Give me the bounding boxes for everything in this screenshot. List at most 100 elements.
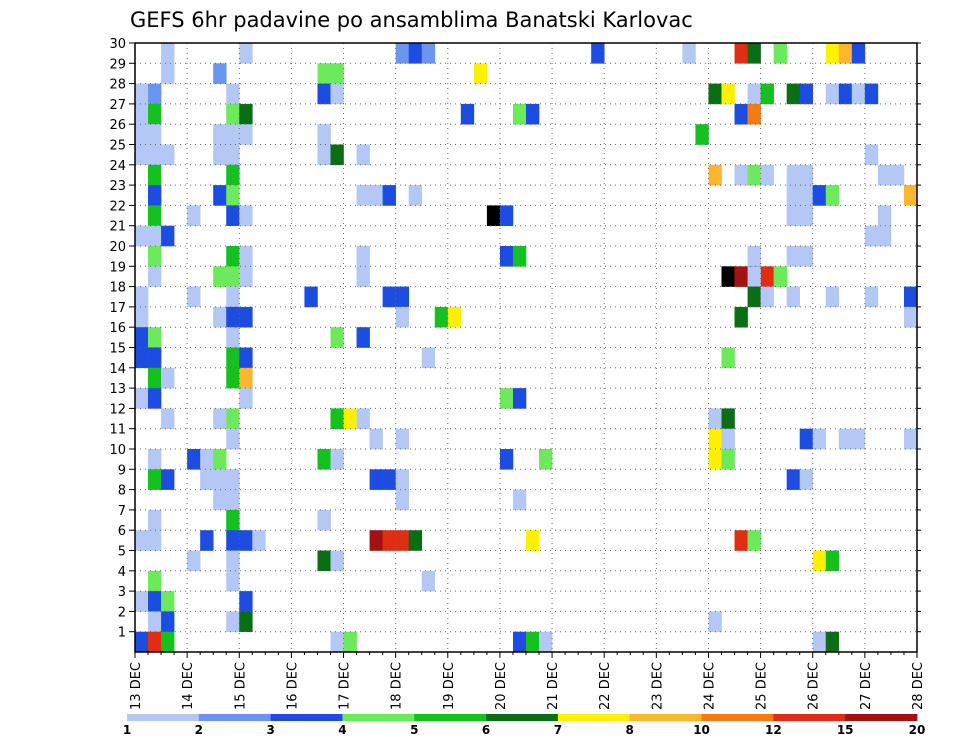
grid-lines [135,43,917,652]
colorbar-swatch [845,714,918,721]
heatmap-cell [148,124,162,145]
y-tick-label: 12 [109,402,126,417]
x-tick-label: 20 DEC [494,662,509,710]
heatmap-cell [330,449,344,470]
heatmap-cell [721,266,735,287]
y-tick-label: 15 [109,342,126,357]
heatmap-cell [773,266,787,287]
heatmap-cell [799,164,814,186]
heatmap-cell [213,63,227,84]
colorbar-swatch [557,714,631,721]
heatmap-cell [499,388,514,409]
heatmap-cell [226,428,240,450]
heatmap-cell [161,408,175,429]
heatmap-cell [135,103,149,125]
heatmap-cell [760,286,774,308]
heatmap-cell [213,489,227,511]
heatmap-cell [747,43,761,64]
heatmap-cell [161,631,175,653]
heatmap-cell [317,550,331,572]
heatmap-cell [799,83,814,105]
y-tick-label: 18 [109,281,126,296]
heatmap-cell [799,205,814,226]
heatmap-cell [356,144,370,166]
heatmap-cell [369,530,383,551]
heatmap-cell [877,225,892,247]
heatmap-cell [161,144,175,166]
heatmap-cell [486,205,501,226]
heatmap-cell [226,246,240,267]
heatmap-cell [213,124,227,145]
y-tick-label: 13 [109,382,126,397]
heatmap-cell [903,306,918,328]
y-tick-label: 8 [118,484,126,499]
heatmap-cell [148,469,162,490]
heatmap-cell [239,246,253,267]
heatmap-cell [226,367,240,389]
colorbar-label: 10 [693,723,710,737]
heatmap-cell [226,408,240,429]
heatmap-cell [213,408,227,429]
heatmap-cell [135,83,149,105]
heatmap-cell [408,43,423,64]
heatmap-cell [786,185,800,206]
heatmap-cell [838,83,853,105]
heatmap-cell [851,428,866,450]
heatmap-cell [148,388,162,409]
heatmap-cell [317,83,331,105]
colorbar-swatch [486,714,559,721]
heatmap-cell [226,185,240,206]
heatmap-cell [512,246,527,267]
heatmap-cell [213,449,227,470]
colorbar-label: 15 [837,723,854,737]
heatmap-cell [708,428,722,450]
heatmap-cell [838,428,853,450]
y-tick-label: 27 [109,98,126,113]
heatmap-cell [825,83,840,105]
heatmap-cell [148,225,162,247]
heatmap-cell [226,286,240,308]
heatmap-cell [877,164,892,186]
heatmap-cell [721,449,735,470]
heatmap-cell [890,164,905,186]
y-tick-label: 2 [118,605,126,620]
y-tick-label: 30 [109,37,126,52]
y-tick-label: 11 [109,423,126,438]
heatmap-cell [239,205,253,226]
y-tick-label: 5 [118,545,126,560]
heatmap-cell [343,408,357,429]
heatmap-cell [148,144,162,166]
heatmap-cell [226,550,240,572]
heatmap-cell [148,570,162,592]
y-tick-label: 25 [109,139,126,154]
heatmap-cell [317,449,331,470]
heatmap-cell [395,469,409,490]
heatmap-cell [539,631,553,653]
heatmap-cell [161,591,175,612]
heatmap-cell [747,530,761,551]
heatmap-cell [734,306,748,328]
heatmap-cell [135,631,149,653]
heatmap-cell [734,530,748,551]
heatmap-cell [369,185,383,206]
heatmap-cell [330,550,344,572]
heatmap-cell [226,489,240,511]
heatmap-cell [786,164,800,186]
heatmap-cell [148,246,162,267]
heatmap-cell [148,611,162,632]
x-tick-label: 14 DEC [181,662,196,710]
heatmap-cell [330,631,344,653]
heatmap-cell [382,185,396,206]
heatmap-cell [708,164,722,186]
heatmap-cell [161,367,175,389]
heatmap-cell [864,225,879,247]
heatmap-cell [799,428,814,450]
heatmap-cell [239,388,253,409]
heatmap-cell [161,611,175,632]
x-tick-label: 24 DEC [702,662,717,710]
x-tick-label: 23 DEC [650,662,665,710]
heatmap-cell [135,591,149,612]
heatmap-cell [734,164,748,186]
heatmap-cells [135,43,918,653]
heatmap-cell [148,367,162,389]
